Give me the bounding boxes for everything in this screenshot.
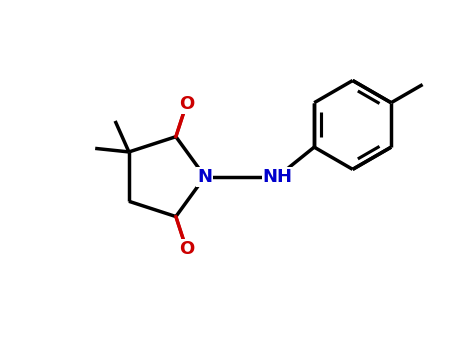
Text: NH: NH	[263, 168, 293, 186]
Text: O: O	[179, 240, 194, 258]
Text: O: O	[179, 96, 194, 113]
Text: N: N	[197, 168, 212, 186]
